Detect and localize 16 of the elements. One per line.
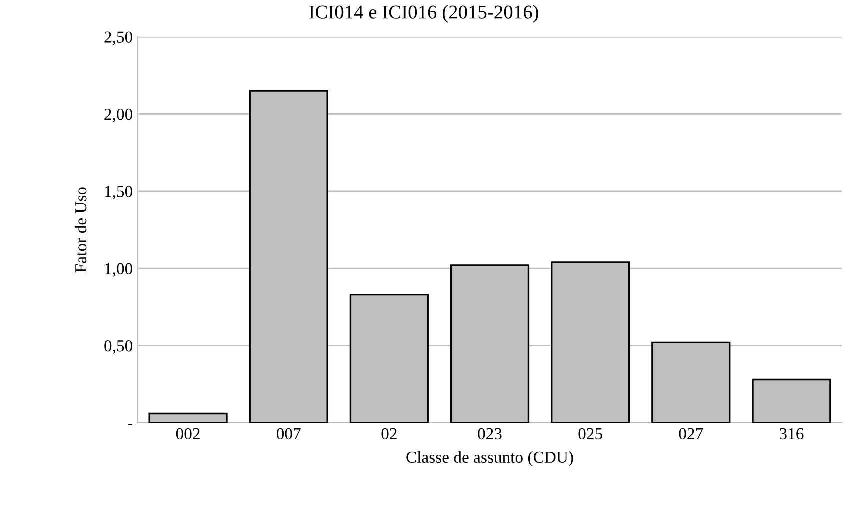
x-tick-label: 027 (679, 428, 704, 440)
y-axis-title: Fator de Uso (74, 188, 87, 273)
y-tick-label: - (128, 424, 133, 426)
chart-title: ICI014 e ICI016 (2015-2016) (309, 5, 538, 23)
y-tick-label: 0,50 (104, 340, 133, 354)
y-tick-label: 2,50 (104, 32, 133, 46)
x-tick-label: 007 (276, 428, 301, 440)
x-tick-label: 002 (176, 428, 200, 440)
y-tick-label: 1,50 (105, 186, 133, 200)
x-tick-label: 02 (382, 428, 397, 440)
x-axis-title: Classe de assunto (CDU) (406, 451, 574, 466)
y-tick-label: 1,00 (105, 263, 133, 277)
x-tick-label: 316 (780, 428, 804, 440)
x-tick-label: 025 (578, 428, 602, 440)
y-tick-label: 2,00 (104, 108, 133, 123)
x-tick-label: 023 (478, 428, 502, 440)
